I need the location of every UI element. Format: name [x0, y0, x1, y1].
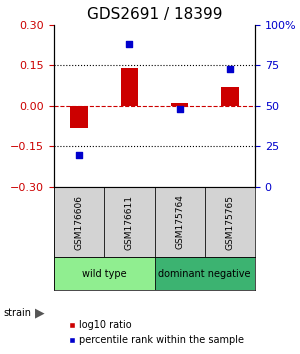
Bar — [70, 106, 88, 127]
Text: GSM175764: GSM175764 — [175, 195, 184, 250]
Text: strain: strain — [3, 308, 31, 318]
Point — [177, 106, 182, 112]
Text: wild type: wild type — [82, 269, 127, 279]
Point — [77, 152, 82, 158]
Text: dominant negative: dominant negative — [158, 269, 251, 279]
Legend: log10 ratio, percentile rank within the sample: log10 ratio, percentile rank within the … — [64, 316, 248, 349]
FancyBboxPatch shape — [104, 187, 154, 257]
Text: GSM176611: GSM176611 — [125, 195, 134, 250]
Title: GDS2691 / 18399: GDS2691 / 18399 — [87, 7, 222, 22]
FancyBboxPatch shape — [154, 187, 205, 257]
Point — [227, 66, 232, 72]
Bar — [121, 68, 138, 106]
Text: GSM176606: GSM176606 — [75, 195, 84, 250]
FancyBboxPatch shape — [54, 257, 154, 290]
Bar — [221, 87, 239, 106]
FancyBboxPatch shape — [205, 187, 255, 257]
Text: GSM175765: GSM175765 — [225, 195, 234, 250]
FancyBboxPatch shape — [154, 257, 255, 290]
Point — [127, 41, 132, 47]
Bar — [171, 103, 188, 106]
FancyBboxPatch shape — [54, 187, 104, 257]
Text: ▶: ▶ — [34, 307, 44, 320]
